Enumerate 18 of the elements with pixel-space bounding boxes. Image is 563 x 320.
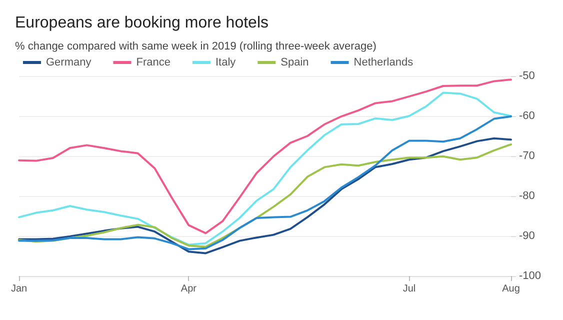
chart-title: Europeans are booking more hotels <box>15 14 268 32</box>
y-tick-label: -50 <box>519 70 535 82</box>
legend-label: Spain <box>280 56 309 68</box>
y-tick-label: -100 <box>519 270 542 282</box>
x-tick-label: Apr <box>180 284 198 294</box>
legend-label: Italy <box>215 56 236 68</box>
legend-label: France <box>136 56 170 68</box>
y-tick-label: -80 <box>519 190 535 202</box>
legend-label: Germany <box>46 56 92 68</box>
y-tick-label: -70 <box>519 150 535 162</box>
x-tick-label: Jan <box>11 284 28 294</box>
legend-label: Netherlands <box>354 56 414 68</box>
y-tick-label: -60 <box>519 110 535 122</box>
x-tick-label: Jul <box>402 284 416 294</box>
chart-subtitle: % change compared with same week in 2019 (rolling three-week average) <box>15 40 376 52</box>
line-series <box>18 115 512 250</box>
x-tick-label: Aug <box>502 284 520 294</box>
y-tick-label: -90 <box>519 230 535 242</box>
